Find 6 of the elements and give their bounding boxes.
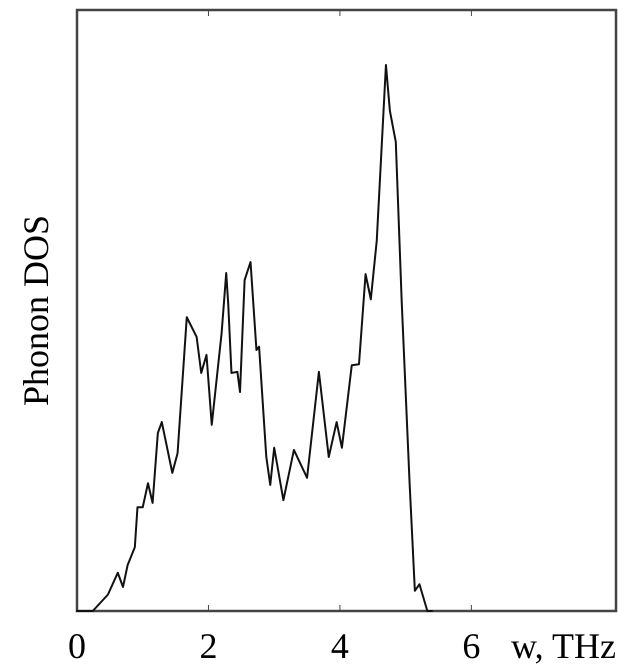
y-axis-title: Phonon DOS [16,214,56,406]
x-tick-label: 0 [68,626,86,666]
x-tick-label: 4 [330,626,349,666]
x-tick-label: 6 [462,626,480,666]
x-tick-label: 2 [199,626,218,666]
x-axis-title: w, THz [511,626,616,666]
